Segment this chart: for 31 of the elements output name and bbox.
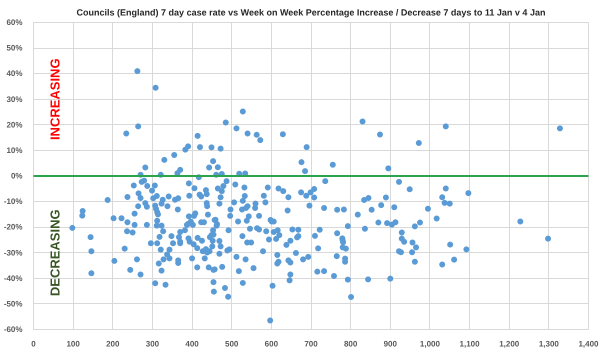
x-tick-label: 200 xyxy=(106,340,120,348)
y-tick-label: 40% xyxy=(6,69,23,78)
x-tick-label: 0 xyxy=(31,340,36,348)
x-tick-label: 1,400 xyxy=(578,340,600,348)
x-tick-label: 900 xyxy=(384,340,398,348)
y-tick-label: 50% xyxy=(6,44,23,53)
y-tick-label: -30% xyxy=(4,248,23,258)
y-tick-label: -20% xyxy=(4,222,23,232)
y-tick-label: 0% xyxy=(10,172,22,180)
y-tick-label: 60% xyxy=(6,18,23,27)
x-tick-label: 400 xyxy=(185,340,200,348)
x-tick-label: 700 xyxy=(304,340,318,348)
annotation: INCREASING xyxy=(47,58,62,140)
x-tick-label: 800 xyxy=(344,340,358,348)
y-tick-label: -50% xyxy=(4,299,23,308)
x-tick-label: 300 xyxy=(146,340,160,348)
x-tick-label: 1,300 xyxy=(538,340,560,348)
x-tick-label: 1,100 xyxy=(460,340,480,348)
x-tick-label: 500 xyxy=(225,340,239,348)
y-tick-label: -40% xyxy=(4,274,23,283)
x-tick-label: 1,200 xyxy=(499,340,520,348)
y-tick-label: 20% xyxy=(6,120,23,130)
annotation: DECREASING xyxy=(47,209,62,296)
x-tick-label: 100 xyxy=(66,340,80,348)
x-tick-label: 600 xyxy=(264,340,279,348)
y-tick-label: -10% xyxy=(4,197,23,206)
y-tick-label: -60% xyxy=(4,325,23,334)
y-tick-label: 30% xyxy=(6,94,23,104)
x-tick-label: 1,000 xyxy=(420,340,440,348)
y-tick-label: 10% xyxy=(6,146,23,155)
chart-title: Councils (England) 7 day case rate vs Week on Week Percentage Increase / Decrease 7 days to 11 Jan v 4 Jan xyxy=(76,8,546,18)
